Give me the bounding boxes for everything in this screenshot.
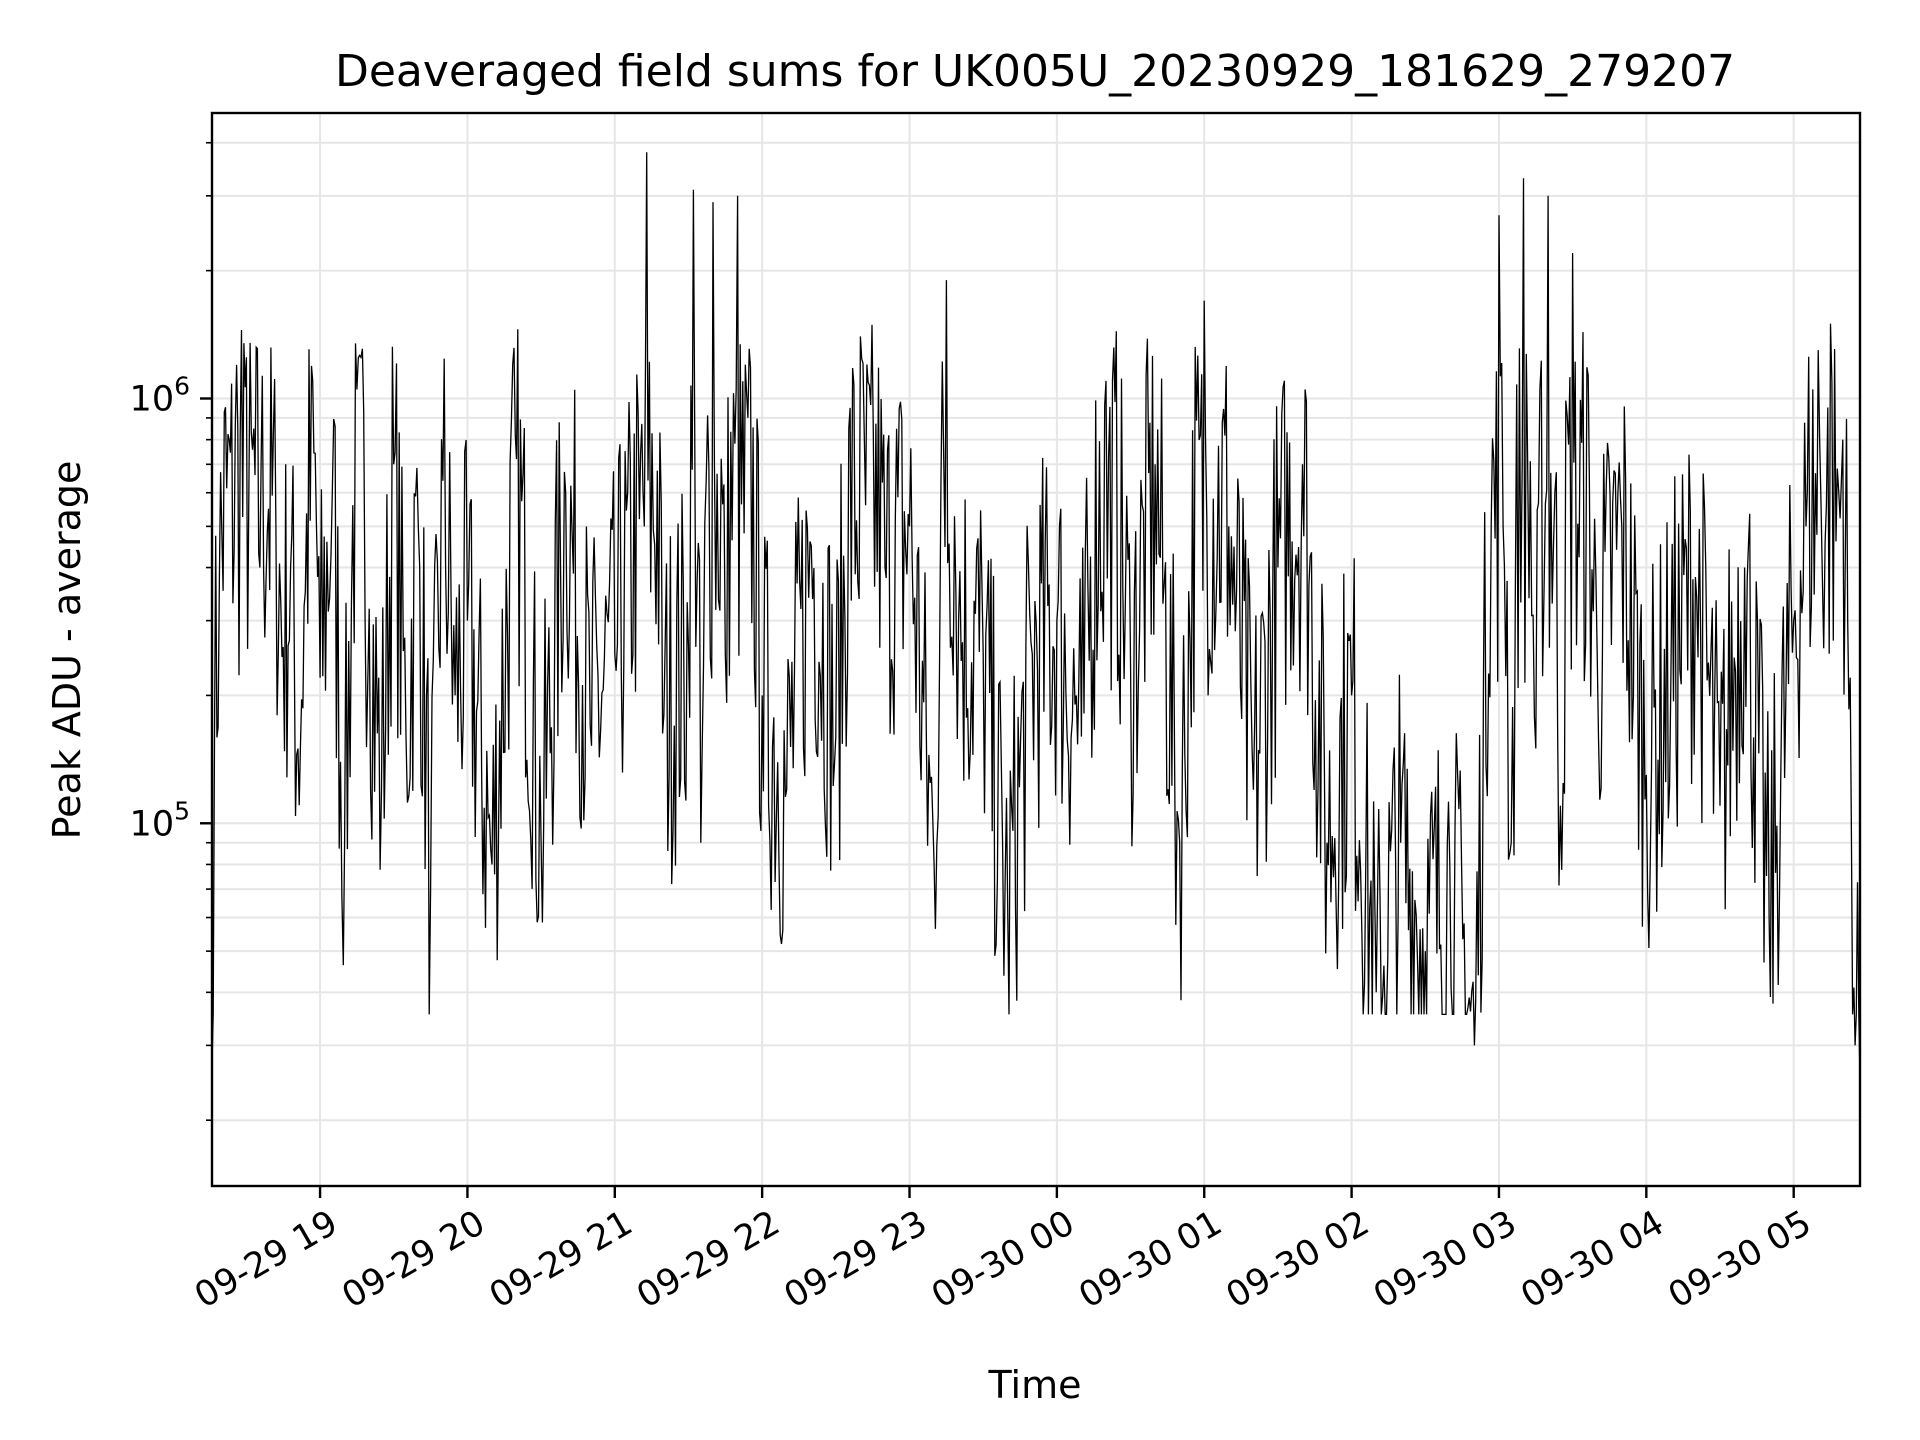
x-tick-label: 09-30 03	[1367, 1203, 1523, 1316]
plot-frame	[210, 111, 1862, 1188]
x-tick-label: 09-30 02	[1220, 1203, 1376, 1316]
x-tick-label: 09-30 04	[1515, 1203, 1671, 1316]
x-tick-label: 09-30 01	[1072, 1203, 1228, 1316]
x-tick-label: 09-29 19	[188, 1203, 344, 1316]
x-tick-label: 09-30 05	[1662, 1203, 1818, 1316]
x-tick-label: 09-29 20	[336, 1203, 492, 1316]
y-axis-ticks: 105 106	[130, 141, 212, 1121]
x-tick-label: 09-30 00	[925, 1203, 1081, 1316]
chart-title: Deaveraged field sums for UK005U_2023092…	[335, 46, 1735, 97]
x-axis-label: Time	[988, 1363, 1082, 1407]
grid	[212, 113, 1860, 1186]
x-tick-label: 09-29 23	[778, 1203, 934, 1316]
y-axis-label: Peak ADU - average	[45, 461, 89, 840]
y-tick-label: 105	[130, 796, 190, 844]
x-tick-label: 09-29 21	[483, 1203, 639, 1316]
y-tick-label: 106	[130, 371, 190, 419]
series-line	[211, 152, 1861, 1080]
x-tick-label: 09-29 22	[630, 1203, 786, 1316]
series-layer	[211, 152, 1861, 1080]
